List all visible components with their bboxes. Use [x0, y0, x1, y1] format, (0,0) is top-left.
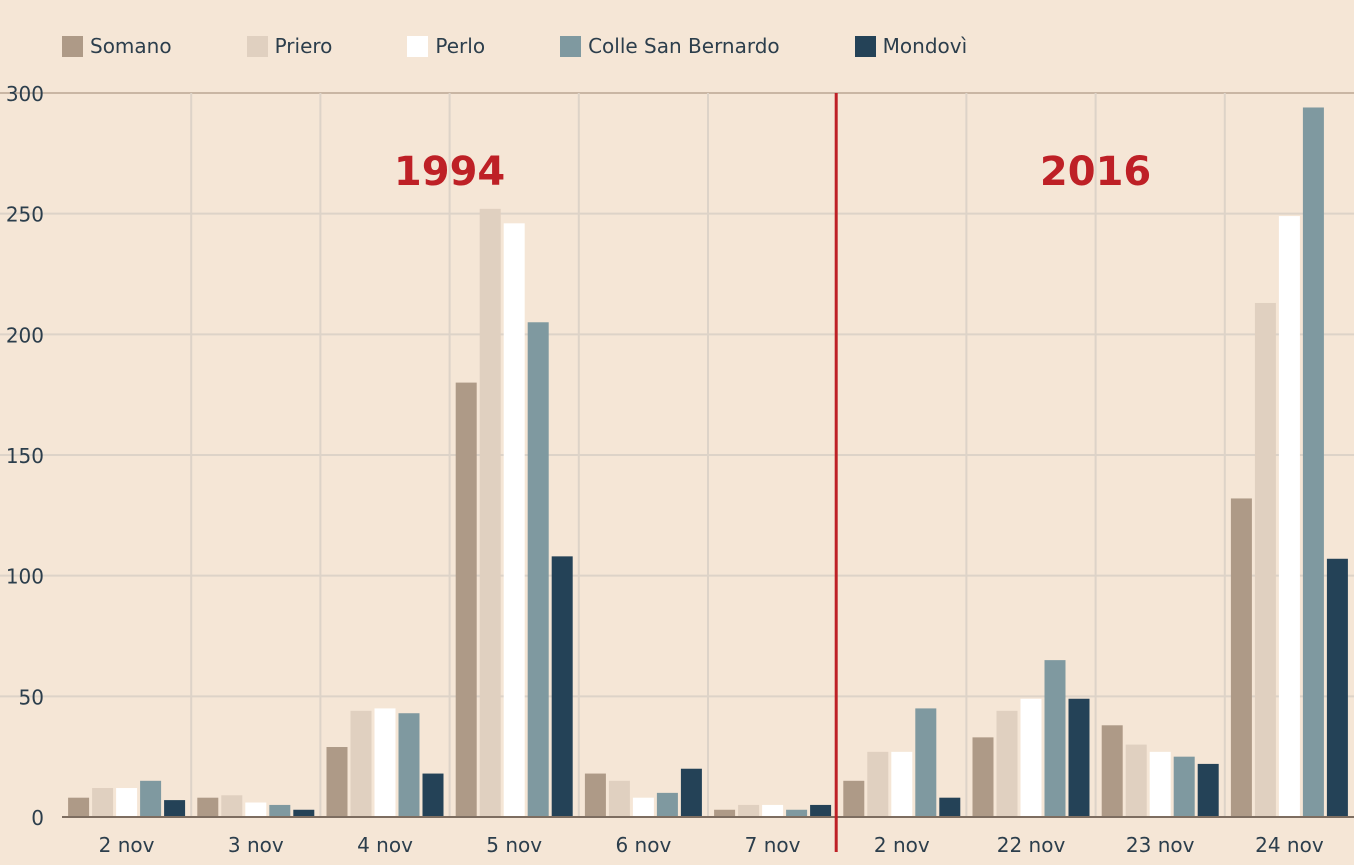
- bar-mondov-: [810, 804, 832, 817]
- y-tick-label: 0: [31, 806, 44, 830]
- bar-perlo: [1278, 216, 1300, 817]
- legend-label: Somano: [90, 34, 172, 58]
- bar-somano: [972, 737, 994, 817]
- x-tick-label: 2 nov: [874, 833, 930, 857]
- bar-priero: [738, 804, 760, 817]
- legend-swatch: [854, 35, 876, 57]
- legend-swatch: [246, 35, 268, 57]
- bar-colle-san-bernardo: [269, 804, 291, 817]
- bar-somano: [584, 773, 606, 817]
- bar-somano: [455, 382, 477, 817]
- bar-perlo: [245, 802, 267, 817]
- x-tick-label: 7 nov: [745, 833, 801, 857]
- bar-somano: [68, 797, 90, 817]
- bar-colle-san-bernardo: [527, 322, 549, 817]
- legend-item: Mondovì: [854, 34, 968, 58]
- legend-label: Mondovì: [882, 34, 968, 58]
- legend-swatch: [407, 35, 429, 57]
- y-tick-label: 200: [6, 323, 44, 347]
- bar-perlo: [503, 223, 525, 817]
- bar-perlo: [1149, 751, 1171, 817]
- bar-mondov-: [293, 809, 315, 817]
- x-tick-label: 3 nov: [228, 833, 284, 857]
- bar-perlo: [116, 788, 138, 817]
- bar-somano: [714, 809, 736, 817]
- bar-priero: [479, 208, 501, 818]
- bar-somano: [843, 780, 865, 817]
- bar-colle-san-bernardo: [140, 780, 162, 817]
- period-label: 1994: [394, 149, 505, 195]
- bar-perlo: [762, 804, 784, 817]
- y-tick-label: 300: [6, 82, 44, 106]
- bar-mondov-: [1068, 698, 1090, 817]
- bar-colle-san-bernardo: [786, 809, 808, 817]
- bar-priero: [1254, 302, 1276, 818]
- y-tick-label: 250: [6, 203, 44, 227]
- bar-priero: [1125, 744, 1147, 817]
- bar-somano: [326, 747, 348, 817]
- x-tick-label: 23 nov: [1126, 833, 1195, 857]
- legend-item: Colle San Bernardo: [560, 34, 780, 58]
- bar-somano: [197, 797, 219, 817]
- bar-colle-san-bernardo: [1302, 107, 1324, 818]
- bar-mondov-: [551, 556, 573, 817]
- bar-mondov-: [422, 773, 444, 817]
- bar-colle-san-bernardo: [656, 792, 678, 817]
- bar-somano: [1230, 498, 1252, 817]
- bar-colle-san-bernardo: [1173, 756, 1195, 817]
- bar-priero: [608, 780, 630, 817]
- bar-priero: [996, 710, 1018, 817]
- bar-priero: [92, 788, 114, 817]
- legend: Somano Priero Perlo Colle San Bernardo Mondo…: [62, 34, 967, 58]
- legend-swatch: [560, 35, 582, 57]
- bar-mondov-: [164, 800, 186, 817]
- bar-priero: [350, 710, 372, 817]
- bar-mondov-: [1197, 763, 1219, 817]
- bar-colle-san-bernardo: [1044, 660, 1066, 817]
- bar-mondov-: [1326, 558, 1348, 817]
- period-label: 2016: [1040, 149, 1151, 195]
- legend-label: Perlo: [435, 34, 486, 58]
- bar-perlo: [891, 751, 913, 817]
- bar-priero: [867, 751, 889, 817]
- bar-mondov-: [680, 768, 702, 817]
- legend-item: Perlo: [407, 34, 485, 58]
- legend-item: Priero: [246, 34, 333, 58]
- legend-label: Colle San Bernardo: [588, 34, 780, 58]
- bar-perlo: [374, 708, 396, 817]
- bar-colle-san-bernardo: [915, 708, 937, 817]
- x-tick-label: 4 nov: [357, 833, 413, 857]
- legend-item: Somano: [62, 34, 172, 58]
- legend-swatch: [62, 35, 83, 57]
- legend-label: Priero: [274, 34, 333, 58]
- y-tick-label: 100: [6, 565, 44, 589]
- bar-mondov-: [939, 797, 961, 817]
- x-tick-label: 6 nov: [615, 833, 671, 857]
- x-tick-label: 24 nov: [1255, 833, 1324, 857]
- bar-perlo: [632, 797, 654, 817]
- x-tick-label: 5 nov: [486, 833, 542, 857]
- bar-colle-san-bernardo: [398, 713, 420, 817]
- y-tick-label: 150: [6, 444, 44, 468]
- x-tick-label: 2 nov: [99, 833, 155, 857]
- y-tick-label: 50: [19, 685, 44, 709]
- bar-priero: [221, 795, 243, 817]
- bar-somano: [1101, 725, 1123, 817]
- bar-perlo: [1020, 698, 1042, 817]
- x-tick-label: 22 nov: [997, 833, 1066, 857]
